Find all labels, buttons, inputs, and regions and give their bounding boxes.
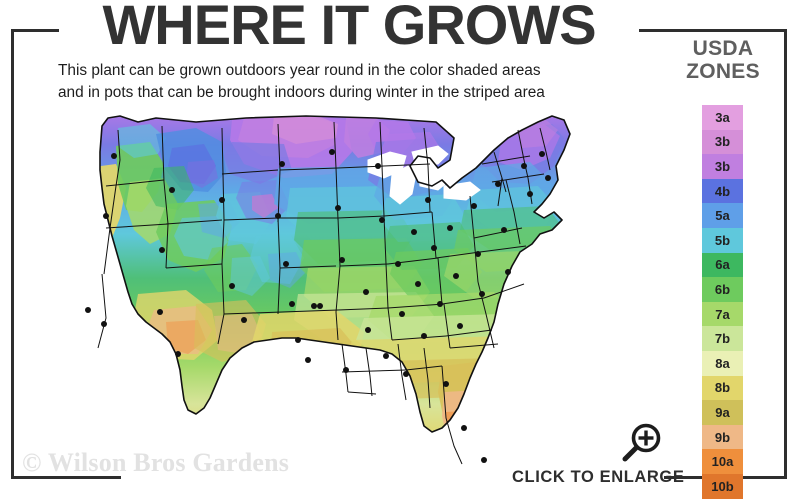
subtitle-line-2: and in pots that can be brought indoors …	[58, 84, 545, 102]
legend-swatch-7a-8: 7a	[702, 301, 743, 327]
frame-bottom-left	[11, 476, 121, 479]
click-to-enlarge-label[interactable]: CLICK TO ENLARGE	[512, 468, 685, 486]
legend-title-line-2: ZONES	[686, 59, 760, 83]
city-dots	[85, 149, 551, 463]
legend-swatch-label: 6b	[714, 281, 731, 297]
legend-swatch-label: 5b	[714, 232, 731, 248]
map-zone-fill	[100, 116, 570, 432]
legend-swatch-8b-11: 8b	[702, 375, 743, 401]
legend-swatch-label: 9a	[715, 404, 730, 420]
legend-swatch-label: 7a	[715, 306, 730, 322]
map-boundaries	[97, 115, 571, 465]
legend-swatch-label: 3b	[714, 134, 731, 150]
page-title: WHERE IT GROWS	[102, 0, 596, 56]
legend-swatch-5a-4: 5a	[702, 203, 743, 228]
legend-swatch-8a-10: 8a	[702, 350, 743, 376]
legend-swatch-9a-12: 9a	[702, 400, 743, 425]
legend-swatch-3b-2: 3b	[702, 154, 743, 179]
legend-swatch-4b-3: 4b	[702, 178, 743, 204]
legend-swatch-label: 5a	[715, 208, 730, 224]
legend-swatch-label: 9b	[714, 429, 731, 445]
legend-swatch-label: 6a	[715, 257, 730, 273]
zone-legend: 3a 3b 3b 4b 5a 5b 6a 6b 7a 7b 8a 8b 9a 9b 10a 10b	[702, 105, 743, 499]
legend-swatch-6a-6: 6a	[702, 252, 743, 278]
legend-swatch-label: 8a	[715, 355, 730, 371]
usda-zone-map[interactable]	[46, 108, 666, 478]
watermark: © Wilson Bros Gardens	[22, 448, 290, 477]
legend-swatch-label: 10b	[711, 478, 734, 494]
legend-swatch-3a-0: 3a	[702, 105, 743, 130]
legend-swatch-10a-14: 10a	[702, 449, 743, 474]
legend-swatch-7b-9: 7b	[702, 326, 743, 351]
magnifier-plus-icon[interactable]	[617, 420, 665, 468]
legend-swatch-3b-1: 3b	[702, 129, 743, 155]
subtitle-line-1: This plant can be grown outdoors year ro…	[58, 62, 541, 79]
frame-right-edge	[784, 29, 787, 479]
legend-swatch-label: 3b	[714, 158, 731, 174]
legend-swatch-label: 8b	[714, 380, 731, 396]
legend-swatch-label: 3a	[715, 109, 730, 125]
legend-swatch-label: 10a	[711, 454, 734, 470]
frame-top-right	[639, 29, 787, 32]
legend-swatch-10b-15: 10b	[702, 473, 743, 499]
frame-top-left	[11, 29, 59, 32]
legend-swatch-9b-13: 9b	[702, 424, 743, 450]
legend-swatch-6b-7: 6b	[702, 277, 743, 302]
legend-title-line-1: USDA	[692, 37, 754, 60]
legend-swatch-label: 4b	[714, 183, 731, 199]
legend-title: USDA ZONES	[664, 37, 782, 83]
page-subtitle: This plant can be grown outdoors year ro…	[58, 60, 618, 105]
legend-swatch-label: 7b	[714, 331, 731, 347]
frame-left-edge	[11, 29, 14, 479]
legend-swatch-5b-5: 5b	[702, 227, 743, 253]
